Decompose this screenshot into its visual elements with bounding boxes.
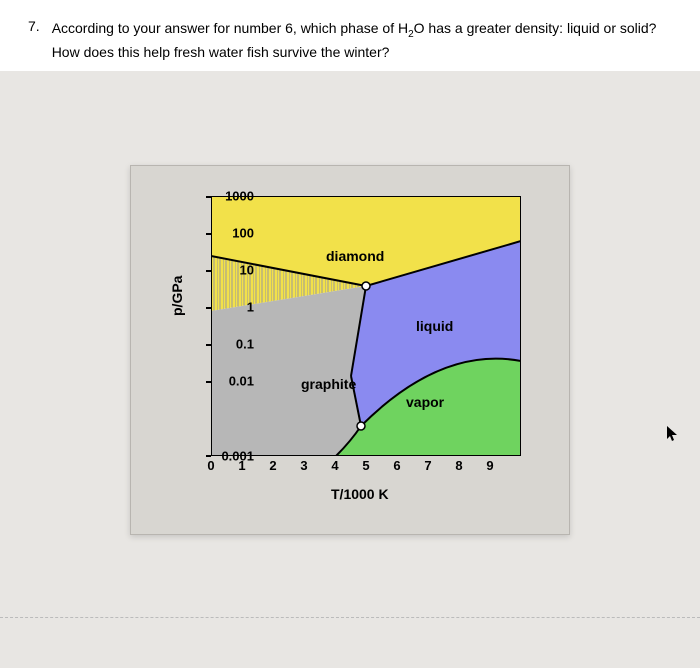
phase-diagram-container: 1000 100 10 1 0.1 0.01 0.001 0 1 2 3 4 5… <box>130 165 570 535</box>
question-number: 7. <box>28 18 40 63</box>
ytick-mark <box>206 196 211 198</box>
ytick-mark <box>206 344 211 346</box>
vapor-label: vapor <box>406 394 444 410</box>
ytick-0-01: 0.01 <box>229 374 254 389</box>
liquid-label: liquid <box>416 318 453 334</box>
phase-diagram-plot <box>211 196 521 456</box>
xtick-7: 7 <box>424 458 431 473</box>
question-area: 7. According to your answer for number 6… <box>0 0 700 71</box>
xtick-3: 3 <box>300 458 307 473</box>
phase-diagram-svg <box>211 196 521 456</box>
question-text: According to your answer for number 6, w… <box>52 18 672 63</box>
xtick-8: 8 <box>455 458 462 473</box>
ytick-0-1: 0.1 <box>236 337 254 352</box>
ytick-1: 1 <box>247 300 254 315</box>
ytick-mark <box>206 455 211 457</box>
xtick-2: 2 <box>269 458 276 473</box>
ytick-mark <box>206 307 211 309</box>
cursor-icon <box>666 425 680 447</box>
xtick-5: 5 <box>362 458 369 473</box>
xtick-4: 4 <box>331 458 338 473</box>
y-axis-label: p/GPa <box>169 276 185 316</box>
xtick-6: 6 <box>393 458 400 473</box>
ytick-100: 100 <box>232 226 254 241</box>
ytick-10: 10 <box>240 263 254 278</box>
graphite-region <box>211 286 366 456</box>
diamond-label: diamond <box>326 248 384 264</box>
xtick-9: 9 <box>486 458 493 473</box>
graphite-label: graphite <box>301 376 356 392</box>
ytick-mark <box>206 270 211 272</box>
xtick-0: 0 <box>207 458 214 473</box>
ytick-mark <box>206 233 211 235</box>
triple-point-upper <box>362 282 370 290</box>
page-divider <box>0 617 700 618</box>
xtick-1: 1 <box>238 458 245 473</box>
ytick-1000: 1000 <box>225 189 254 204</box>
question-text-part1: According to your answer for number 6, w… <box>52 20 408 36</box>
ytick-mark <box>206 381 211 383</box>
triple-point-lower <box>357 422 365 430</box>
x-axis-label: T/1000 K <box>331 486 389 502</box>
